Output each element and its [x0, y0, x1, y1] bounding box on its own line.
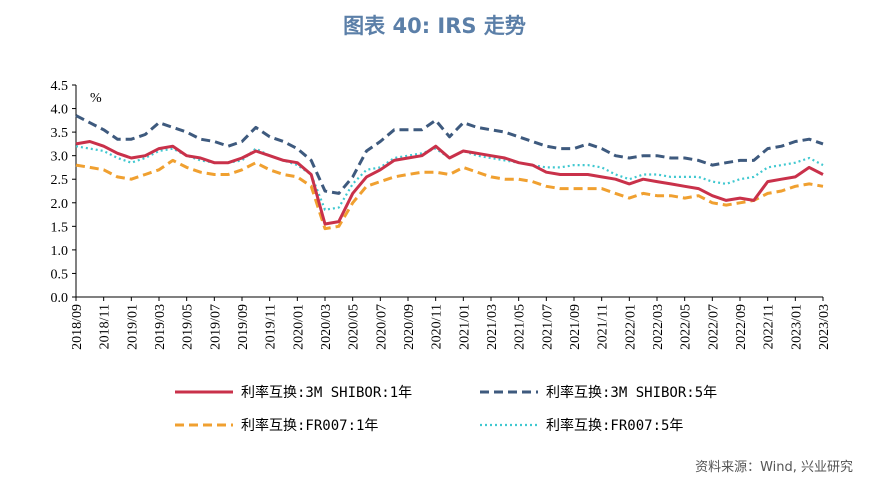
y-tick-label: 4.5 — [51, 79, 69, 94]
x-tick-label: 2021/09 — [568, 304, 583, 350]
x-tick-label: 2021/05 — [513, 304, 528, 350]
y-tick-label: 1.0 — [51, 244, 69, 259]
series-line-1 — [75, 140, 824, 226]
x-tick-label: 2023/01 — [789, 304, 804, 350]
x-tick-label: 2020/11 — [430, 304, 445, 349]
x-tick-label: 2022/01 — [623, 304, 638, 350]
x-tick-label: 2019/07 — [208, 304, 223, 350]
x-tick-label: 2022/07 — [706, 304, 721, 350]
y-tick-label: 2.5 — [51, 173, 69, 188]
legend-label-4: 利率互换:FR007:5年 — [546, 417, 683, 434]
x-tick-label: 2021/03 — [485, 304, 500, 350]
x-tick-label: 2020/03 — [319, 304, 334, 350]
legend-label-3: 利率互换:FR007:1年 — [241, 417, 378, 434]
source-note: 资料来源：Wind, 兴业研究 — [695, 460, 853, 475]
y-tick-label: 4.0 — [51, 103, 69, 118]
x-tick-label: 2019/03 — [153, 304, 168, 350]
x-tick-label: 2022/03 — [651, 304, 666, 350]
series-line-3 — [75, 158, 824, 231]
series-lines — [75, 114, 824, 231]
chart-title: 图表 40: IRS 走势 — [343, 14, 526, 38]
y-tick-label: 0.0 — [51, 291, 69, 306]
y-tick-label: 0.5 — [51, 267, 69, 282]
y-tick-labels: 4.5 4.0 3.5 3.0 2.5 2.0 1.5 1.0 0.5 0.0 — [51, 79, 69, 306]
legend: 利率互换:3M SHIBOR:1年 利率互换:3M SHIBOR:5年利率互换:F… — [175, 384, 717, 434]
axes — [72, 84, 824, 301]
x-tick-label: 2018/11 — [98, 304, 113, 349]
x-tick-label: 2018/09 — [70, 304, 85, 350]
unit-label: % — [90, 91, 102, 106]
x-tick-label: 2023/03 — [817, 304, 832, 350]
y-tick-label: 3.0 — [51, 150, 69, 165]
x-tick-label: 2021/11 — [596, 304, 611, 349]
x-tick-label: 2020/05 — [347, 304, 362, 350]
x-tick-label: 2021/01 — [457, 304, 472, 350]
legend-label-2: 利率互换:3M SHIBOR:5年 — [546, 384, 717, 401]
x-tick-label: 2022/09 — [734, 304, 749, 350]
x-tick-labels: 2018/09 2018/11 2019/01 2019/03 2019/05 2019/… — [70, 304, 832, 350]
x-tick-label: 2021/07 — [540, 304, 555, 350]
y-tick-label: 3.5 — [51, 126, 69, 141]
y-tick-label: 1.5 — [51, 220, 69, 235]
series-line-2 — [75, 114, 824, 195]
x-tick-label: 2019/09 — [236, 304, 251, 350]
x-tick-label: 2019/05 — [181, 304, 196, 350]
x-tick-label: 2020/01 — [291, 304, 306, 350]
x-tick-label: 2022/05 — [679, 304, 694, 350]
x-tick-label: 2020/07 — [374, 304, 389, 350]
legend-label-1: 利率互换:3M SHIBOR:1年 — [241, 384, 412, 401]
x-tick-label: 2019/01 — [125, 304, 140, 350]
x-tick-label: 2020/09 — [402, 304, 417, 350]
x-tick-label: 2019/11 — [264, 304, 279, 349]
x-tick-label: 2022/11 — [762, 304, 777, 349]
y-tick-label: 2.0 — [51, 197, 69, 212]
